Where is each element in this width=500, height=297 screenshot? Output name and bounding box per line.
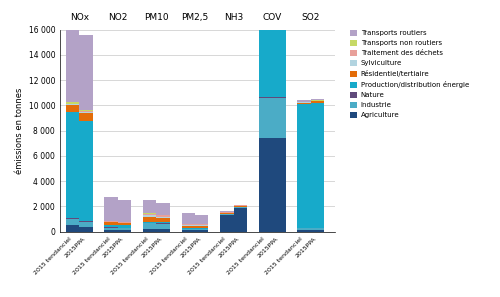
Bar	[195, 228, 208, 229]
Text: COV: COV	[262, 12, 281, 22]
Bar	[80, 35, 92, 110]
Bar	[258, 138, 272, 232]
Bar	[80, 111, 92, 112]
Bar	[156, 222, 170, 223]
Legend: Transports routiers, Transports non routiers, Traitement des déchets, Sylvicultu: Transports routiers, Transports non rout…	[350, 29, 470, 119]
Bar	[182, 230, 195, 232]
Bar	[234, 205, 247, 206]
Bar	[298, 102, 310, 103]
Bar	[104, 221, 118, 222]
Bar	[258, 98, 272, 138]
Bar	[66, 102, 80, 104]
Bar	[104, 230, 118, 232]
Text: NOx: NOx	[70, 12, 89, 22]
Bar	[195, 224, 208, 225]
Bar	[156, 228, 170, 232]
Bar	[66, 218, 80, 219]
Bar	[156, 218, 170, 222]
Bar	[66, 112, 80, 218]
Bar	[182, 225, 195, 226]
Bar	[66, 219, 80, 225]
Bar	[143, 214, 156, 215]
Text: SO2: SO2	[302, 12, 320, 22]
Bar	[195, 229, 208, 230]
Bar	[298, 230, 310, 232]
Bar	[272, 0, 285, 97]
Bar	[118, 225, 132, 228]
Bar	[182, 228, 195, 229]
Bar	[220, 213, 234, 214]
Bar	[195, 226, 208, 228]
Bar	[156, 203, 170, 215]
Bar	[143, 217, 156, 222]
Bar	[258, 97, 272, 98]
Bar	[182, 229, 195, 230]
Bar	[118, 223, 132, 225]
Bar	[195, 230, 208, 232]
Bar	[272, 97, 285, 98]
Bar	[80, 110, 92, 111]
Bar	[156, 215, 170, 217]
Bar	[182, 224, 195, 225]
Bar	[66, 104, 80, 105]
Bar	[118, 228, 132, 230]
Bar	[143, 213, 156, 214]
Bar	[104, 222, 118, 225]
Bar	[66, 25, 80, 102]
Bar	[195, 215, 208, 224]
Bar	[80, 227, 92, 232]
Bar	[156, 224, 170, 228]
Bar	[298, 228, 310, 230]
Bar	[234, 208, 247, 232]
Bar	[310, 103, 324, 228]
Bar	[156, 217, 170, 218]
Bar	[104, 228, 118, 230]
Bar	[220, 215, 234, 232]
Bar	[298, 103, 310, 104]
Y-axis label: émissions en tonnes: émissions en tonnes	[16, 88, 24, 174]
Bar	[143, 200, 156, 213]
Bar	[80, 121, 92, 221]
Bar	[66, 105, 80, 112]
Bar	[80, 221, 92, 222]
Bar	[66, 225, 80, 232]
Bar	[310, 228, 324, 230]
Bar	[182, 213, 195, 224]
Bar	[104, 197, 118, 221]
Text: NH3: NH3	[224, 12, 243, 22]
Bar	[220, 214, 234, 215]
Bar	[272, 98, 285, 138]
Bar	[234, 206, 247, 207]
Bar	[143, 222, 156, 223]
Bar	[195, 225, 208, 226]
Bar	[272, 138, 285, 232]
Bar	[80, 112, 92, 113]
Bar	[258, 0, 272, 97]
Bar	[310, 99, 324, 100]
Bar	[310, 101, 324, 103]
Bar	[118, 230, 132, 232]
Bar	[143, 223, 156, 228]
Text: NO2: NO2	[108, 12, 128, 22]
Bar	[156, 223, 170, 224]
Bar	[104, 225, 118, 228]
Bar	[118, 222, 132, 223]
Bar	[143, 215, 156, 217]
Bar	[220, 211, 234, 212]
Text: PM10: PM10	[144, 12, 169, 22]
Bar	[80, 222, 92, 227]
Bar	[80, 113, 92, 121]
Bar	[118, 200, 132, 222]
Bar	[298, 100, 310, 102]
Bar	[298, 104, 310, 228]
Bar	[143, 228, 156, 232]
Bar	[234, 207, 247, 208]
Bar	[310, 230, 324, 232]
Bar	[182, 226, 195, 228]
Text: PM2,5: PM2,5	[182, 12, 208, 22]
Bar	[220, 212, 234, 213]
